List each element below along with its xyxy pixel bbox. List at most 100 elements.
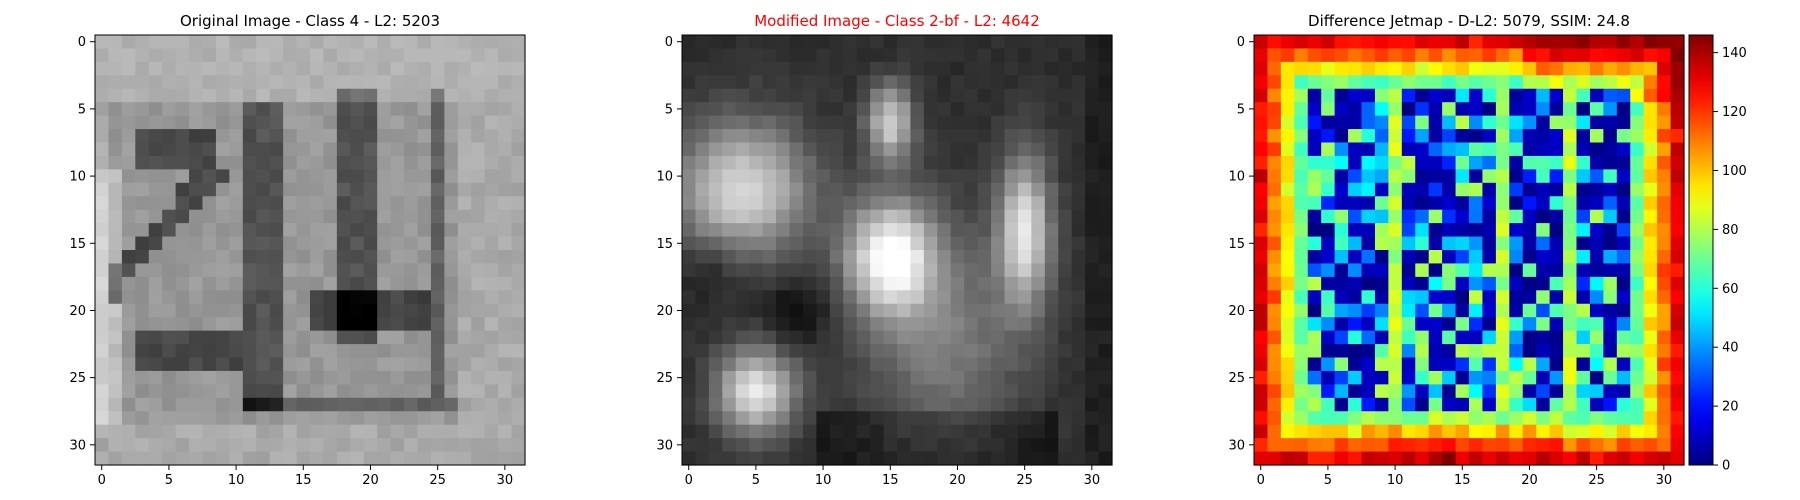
pixel <box>296 397 311 412</box>
pixel <box>350 102 365 117</box>
pixel <box>923 344 938 359</box>
pixel <box>1085 357 1100 372</box>
pixel <box>377 438 392 453</box>
pixel <box>1589 75 1604 90</box>
pixel <box>336 115 351 130</box>
colorbar-tick-label: 20 <box>1722 400 1739 415</box>
pixel <box>695 276 710 291</box>
pixel <box>310 115 325 130</box>
pixel <box>135 75 150 90</box>
pixel <box>242 142 257 157</box>
pixel <box>722 236 737 251</box>
pixel <box>1348 155 1363 170</box>
pixel <box>856 290 871 305</box>
pixel <box>1004 397 1019 412</box>
pixel <box>1031 223 1046 238</box>
pixel <box>471 250 486 265</box>
pixel <box>1401 411 1416 426</box>
pixel <box>1630 155 1645 170</box>
pixel <box>1334 129 1349 144</box>
pixel <box>189 344 204 359</box>
pixel <box>1670 88 1685 103</box>
pixel <box>870 424 885 439</box>
pixel <box>682 129 697 144</box>
pixel <box>1522 75 1537 90</box>
pixel <box>1576 370 1591 385</box>
pixel <box>735 263 750 278</box>
pixel <box>1589 370 1604 385</box>
pixel <box>1361 263 1376 278</box>
pixel <box>310 424 325 439</box>
pixel <box>296 250 311 265</box>
pixel <box>937 35 952 50</box>
pixel <box>1004 35 1019 50</box>
pixel <box>95 61 110 76</box>
pixel <box>229 48 244 63</box>
pixel <box>937 169 952 184</box>
pixel <box>108 102 123 117</box>
pixel <box>310 155 325 170</box>
pixel <box>856 115 871 130</box>
pixel <box>762 236 777 251</box>
pixel <box>404 411 419 426</box>
pixel <box>762 196 777 211</box>
pixel <box>377 35 392 50</box>
pixel <box>1536 411 1551 426</box>
pixel <box>1536 303 1551 318</box>
pixel <box>1495 236 1510 251</box>
pixel <box>749 397 764 412</box>
pixel <box>991 223 1006 238</box>
pixel <box>430 344 445 359</box>
pixel <box>377 411 392 426</box>
pixel <box>883 330 898 345</box>
pixel <box>1058 75 1073 90</box>
pixel <box>404 290 419 305</box>
pixel <box>1071 35 1086 50</box>
pixel <box>1415 142 1430 157</box>
pixel <box>404 209 419 224</box>
pixel <box>856 129 871 144</box>
pixel <box>1428 129 1443 144</box>
pixel <box>1098 236 1113 251</box>
pixel <box>336 370 351 385</box>
pixel <box>121 330 136 345</box>
pixel <box>1004 142 1019 157</box>
pixel <box>1643 411 1658 426</box>
pixel <box>1044 344 1059 359</box>
pixel <box>1522 290 1537 305</box>
pixel <box>1307 303 1322 318</box>
pixel <box>175 451 190 466</box>
pixel <box>215 263 230 278</box>
pixel <box>148 290 163 305</box>
pixel <box>1098 330 1113 345</box>
pixel <box>950 236 965 251</box>
pixel <box>1643 169 1658 184</box>
pixel <box>802 451 817 466</box>
pixel <box>856 209 871 224</box>
pixel <box>229 411 244 426</box>
pixel <box>363 129 378 144</box>
pixel <box>1549 357 1564 372</box>
pixel <box>1280 61 1295 76</box>
pixel <box>977 411 992 426</box>
pixel <box>1098 129 1113 144</box>
pixel <box>404 182 419 197</box>
pixel <box>363 75 378 90</box>
pixel <box>484 357 499 372</box>
pixel <box>843 129 858 144</box>
pixel <box>1415 102 1430 117</box>
pixel <box>175 384 190 399</box>
pixel <box>350 250 365 265</box>
pixel <box>708 115 723 130</box>
pixel <box>283 75 298 90</box>
pixel <box>350 330 365 345</box>
pixel <box>350 169 365 184</box>
pixel <box>870 451 885 466</box>
pixel <box>1280 75 1295 90</box>
pixel <box>762 209 777 224</box>
pixel <box>883 384 898 399</box>
pixel <box>121 411 136 426</box>
pixel <box>444 438 459 453</box>
pixel <box>1509 290 1524 305</box>
pixel <box>1643 155 1658 170</box>
